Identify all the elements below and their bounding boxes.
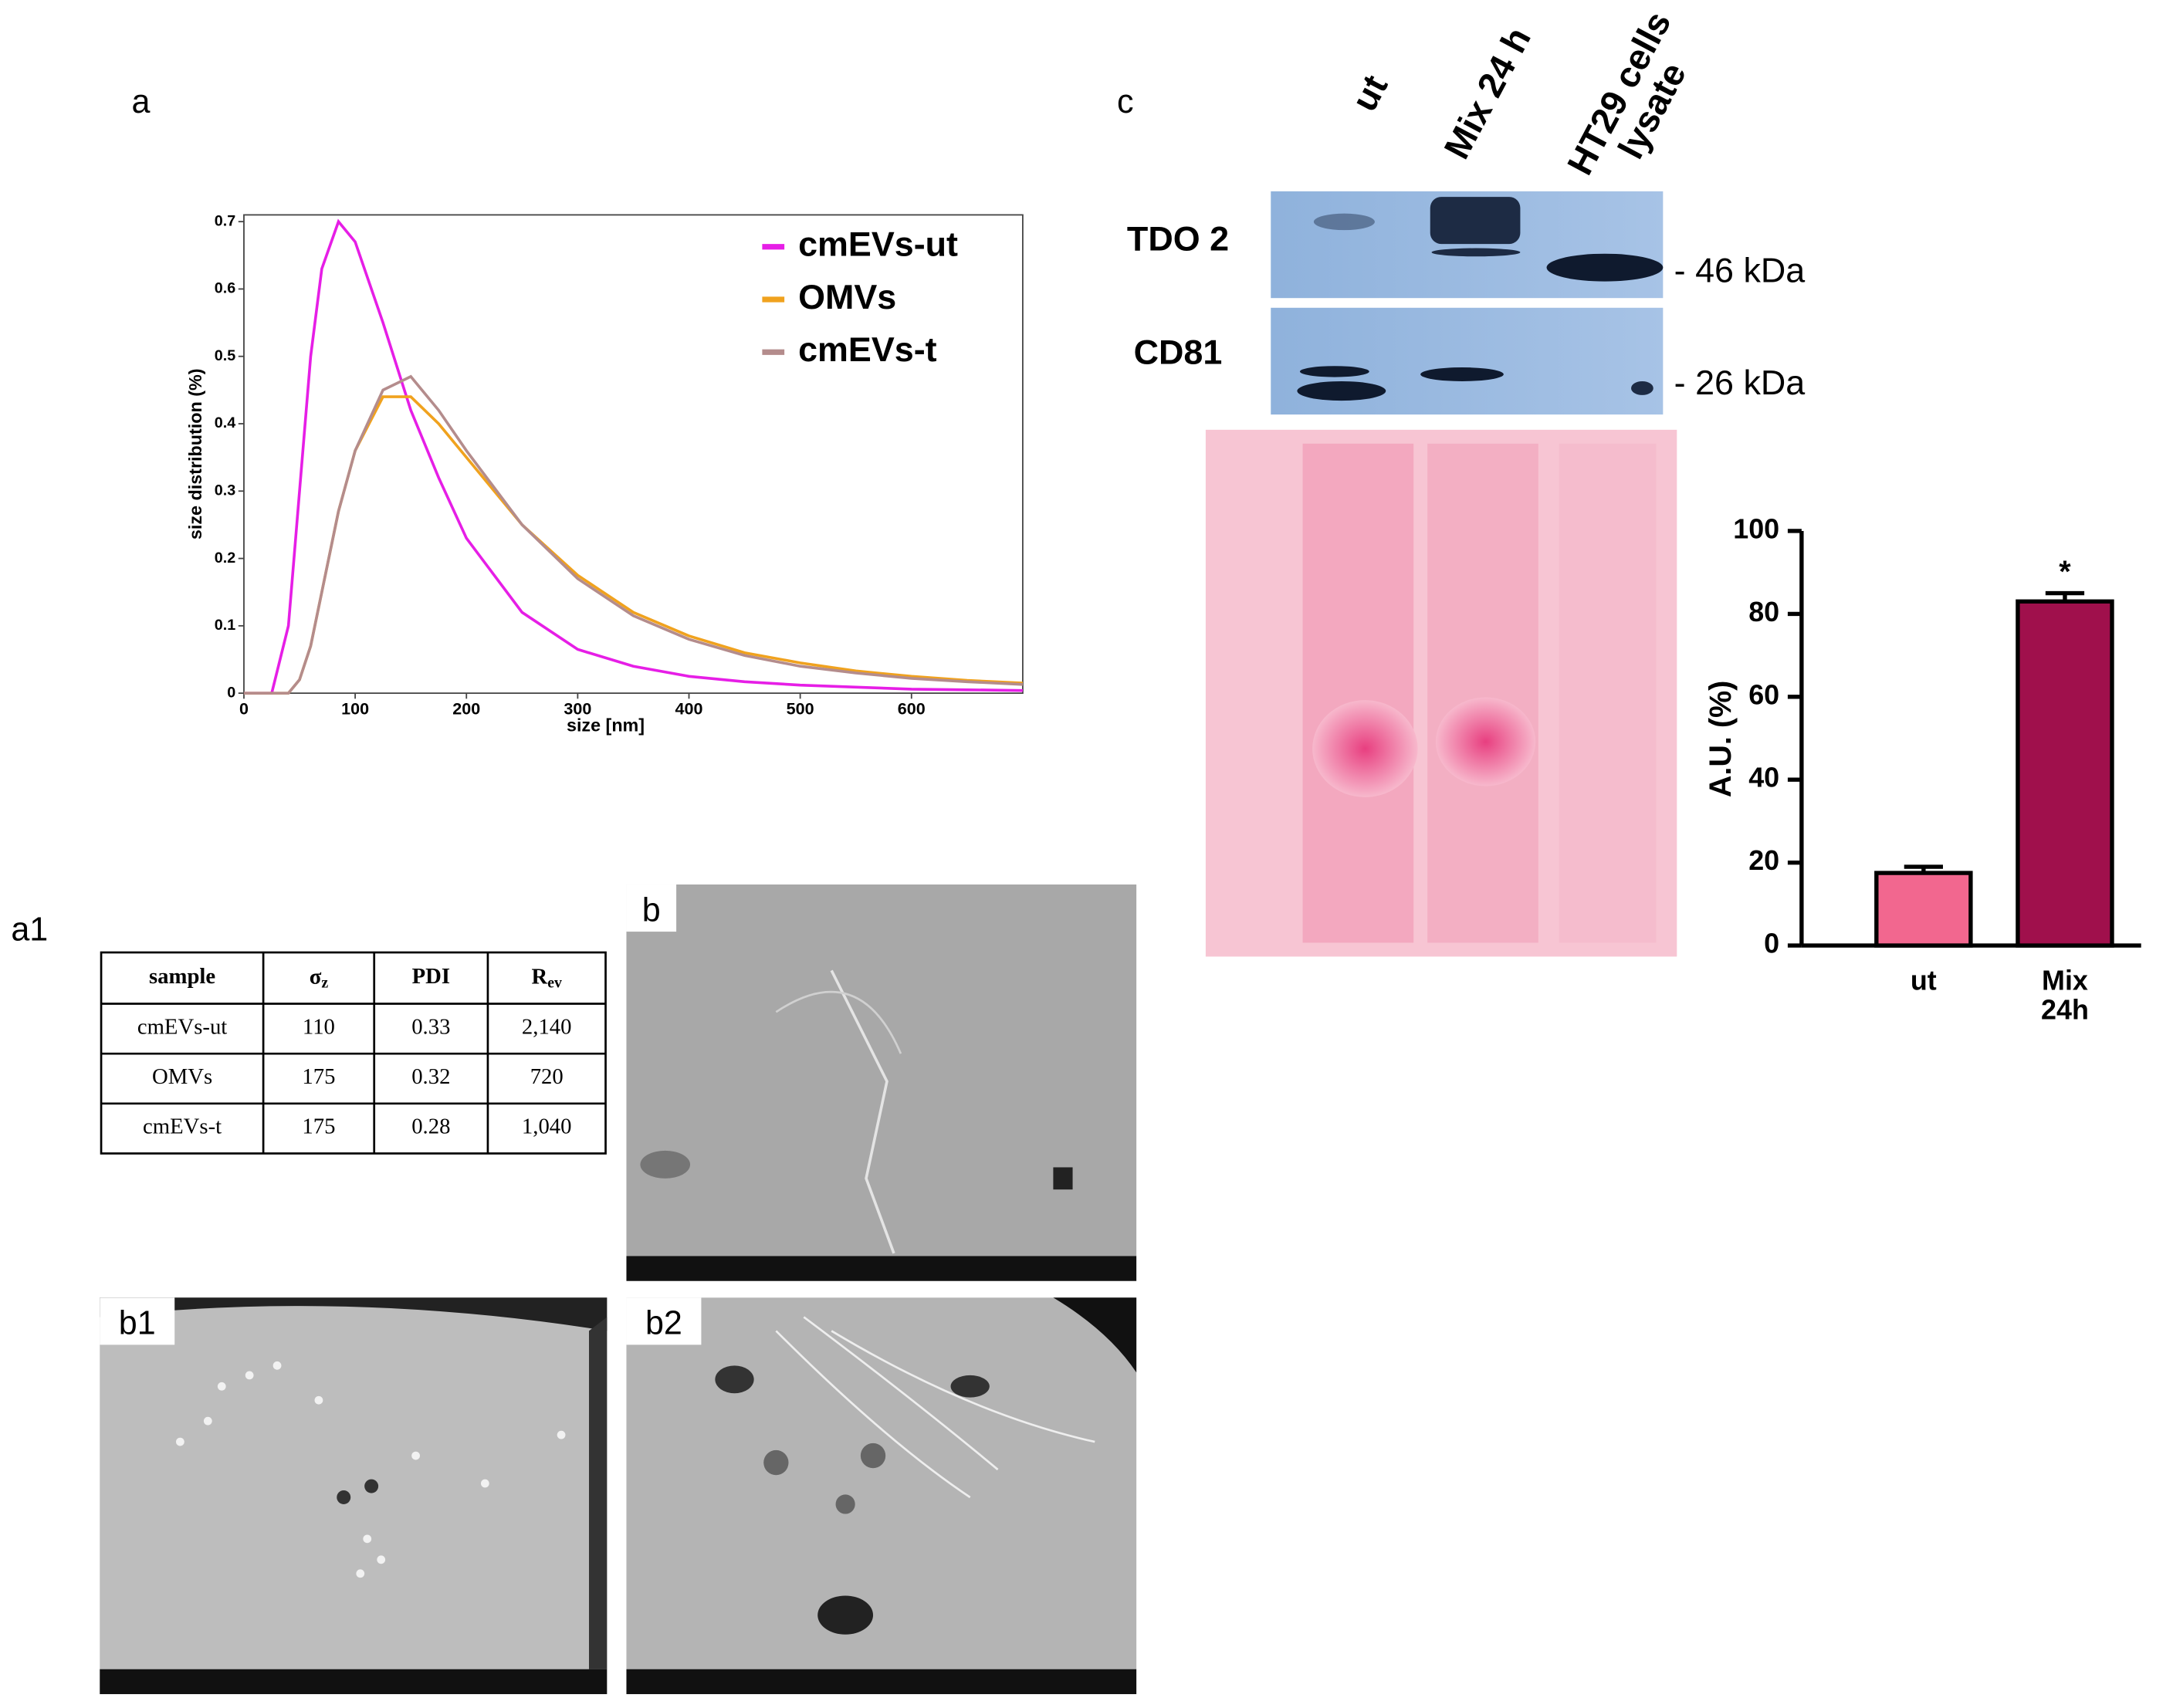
blot-row-label: CD81 [1134, 333, 1223, 372]
x-tick-label: 100 [341, 699, 369, 718]
error-bar [2045, 590, 2085, 602]
y-tick-label: 0.3 [215, 482, 235, 499]
western-blot [1271, 191, 1664, 415]
table-cell: 0.28 [411, 1114, 450, 1139]
y-tick-label: 0.1 [215, 617, 235, 634]
lane-label: HT29 cells lysate [1559, 4, 1695, 182]
table-cell: OMVs [152, 1064, 212, 1089]
table-cell: 720 [530, 1064, 564, 1089]
mw-marker: - 26 kDa [1674, 363, 1806, 402]
y-tick-label: 0 [227, 684, 235, 701]
micrograph-b1: b1 [100, 1297, 608, 1695]
table-cell: 175 [302, 1064, 335, 1089]
series-line [243, 374, 1024, 695]
table-header: sample [149, 964, 215, 989]
table-cell: cmEVs-t [143, 1114, 222, 1139]
series-line [243, 218, 1023, 695]
bar [2016, 599, 2114, 948]
lane-label-box: HT29 cells lysate [1559, 4, 1695, 182]
header-symbol: σ [310, 964, 322, 989]
panel-label: a1 [11, 911, 48, 948]
table-cell: cmEVs-ut [137, 1014, 227, 1039]
bar [1874, 871, 1973, 948]
y-tick-label: 80 [1748, 596, 1779, 627]
table-header: Rev [532, 964, 563, 991]
ponceau-stain [1205, 429, 1677, 957]
legend-label: cmEVs-ut [798, 225, 958, 264]
header-symbol: R [532, 964, 548, 989]
header-subscript: z [321, 974, 328, 991]
table-cell: 175 [302, 1114, 335, 1139]
micrograph-b2: b2 [626, 1297, 1137, 1695]
panel-label: b1 [119, 1305, 156, 1342]
x-tick-label: Mix 24h [2041, 967, 2089, 1026]
plot-frame [243, 214, 1024, 695]
lane-label: ut [1342, 68, 1396, 118]
y-tick-label: 0 [1764, 928, 1779, 959]
panel-label: a [132, 83, 151, 120]
table-cell: 1,040 [522, 1114, 572, 1139]
table-header: PDI [412, 964, 450, 989]
table-cell: 0.32 [411, 1064, 450, 1089]
panel-label: b [642, 891, 661, 928]
y-tick-label: 40 [1748, 762, 1779, 793]
x-tick-label: 500 [787, 699, 814, 718]
y-tick-label: 0.5 [215, 347, 235, 364]
x-tick-label: 200 [452, 699, 480, 718]
y-axis-label: A.U. (%) [1704, 681, 1738, 797]
table-cell: 0.33 [411, 1014, 450, 1039]
y-tick-label: 100 [1733, 512, 1779, 544]
y-tick-label: 20 [1748, 844, 1779, 876]
x-tick-label: 600 [898, 699, 926, 718]
panel-label: b2 [645, 1305, 682, 1342]
y-tick-label: 0.4 [215, 414, 235, 431]
x-tick-label: 0 [239, 699, 249, 718]
header-subscript: ev [547, 974, 562, 991]
significance-mark: * [2059, 555, 2071, 589]
micrograph-b: b [626, 884, 1137, 1281]
y-tick-label: 0.7 [215, 212, 235, 229]
legend-label: OMVs [798, 277, 896, 316]
x-tick-label: ut [1910, 967, 1937, 997]
error-bar [1904, 864, 1943, 874]
y-tick-label: 0.2 [215, 550, 235, 567]
x-tick-label: 400 [675, 699, 703, 718]
table-cell: 110 [303, 1014, 335, 1039]
panel-label: c [1117, 83, 1134, 120]
blot-row-label: TDO 2 [1127, 218, 1229, 258]
y-tick-label: 0.6 [215, 280, 235, 297]
x-tick-label-box: ut [1910, 967, 1937, 997]
y-tick-label: 60 [1748, 678, 1779, 710]
mw-marker: - 46 kDa [1674, 251, 1806, 290]
table-header: σz [310, 964, 329, 991]
x-axis-label: size [nm] [567, 715, 645, 735]
legend-label: cmEVs-t [798, 330, 937, 369]
x-tick-label: 300 [564, 699, 591, 718]
x-tick-label-box: Mix 24h [2041, 967, 2089, 1026]
table-cell: 2,140 [522, 1014, 572, 1039]
y-axis-label: size distribution (%) [185, 368, 205, 539]
